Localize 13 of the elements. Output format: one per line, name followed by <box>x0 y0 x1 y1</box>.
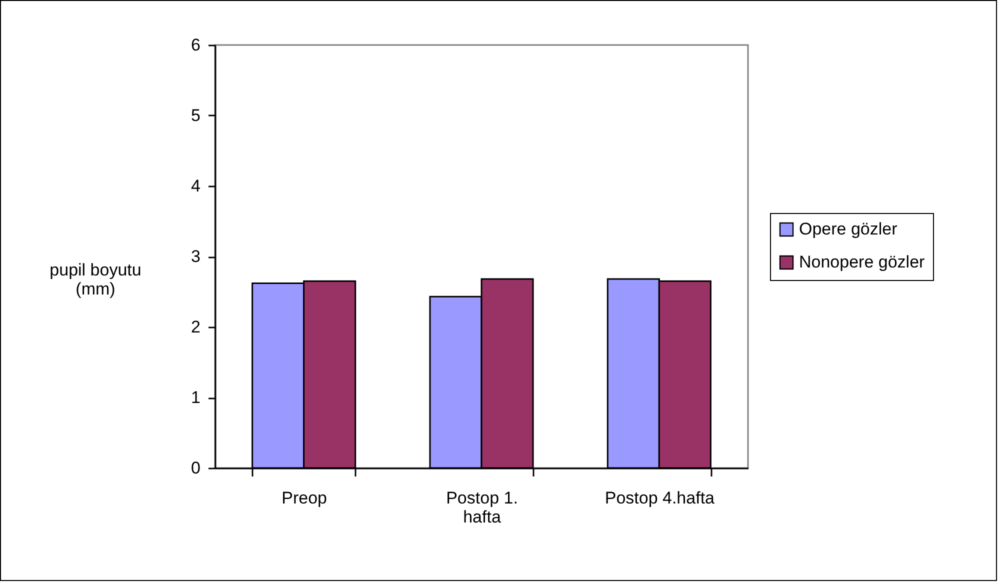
y-tick-label: 4 <box>191 176 200 196</box>
y-tick-label: 6 <box>191 36 200 54</box>
y-tick-label: 3 <box>191 247 200 266</box>
x-tick-label: Postop 1. hafta <box>446 488 518 526</box>
y-tick-label: 0 <box>191 458 200 478</box>
y-axis-title: pupil boyutu (mm) <box>50 260 142 298</box>
x-tick-label: Preop <box>282 488 328 508</box>
y-tick-label: 5 <box>191 106 200 125</box>
y-tick-label: 2 <box>191 318 200 336</box>
y-tick-label: 1 <box>191 388 200 407</box>
legend-label: Nonopere gözler <box>799 252 926 272</box>
x-tick-label: Postop 4.hafta <box>604 488 716 508</box>
legend-label: Opere gözler <box>799 220 898 238</box>
